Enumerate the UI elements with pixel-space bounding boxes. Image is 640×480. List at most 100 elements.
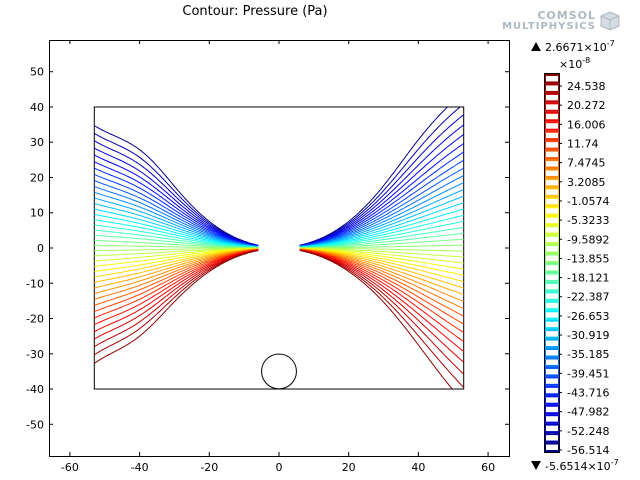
colorbar-min-label-exp: -7: [611, 458, 619, 467]
colorbar-swatch: [544, 234, 560, 245]
colorbar-tick-label: -22.387: [567, 291, 609, 304]
colorbar-tick-label: -43.716: [567, 387, 609, 400]
colorbar-swatch: [544, 263, 560, 273]
colorbar-swatch: [544, 395, 560, 405]
colorbar-tick-label: -52.248: [567, 425, 609, 438]
colorbar-tick-label: -1.0574: [567, 195, 609, 208]
y-tick-label: 0: [37, 242, 44, 255]
colorbar-swatch: [544, 291, 560, 301]
colorbar-tick-label: 7.4745: [567, 157, 606, 170]
colorbar-tick-label: -56.514: [567, 444, 609, 457]
colorbar-tick-label: -9.5892: [567, 233, 609, 246]
y-tick-label: -40: [26, 383, 44, 396]
colorbar-max-label: 2.6671×10-7: [545, 39, 615, 54]
colorbar-swatch: [544, 414, 560, 424]
colorbar-tick-label: -35.185: [567, 348, 609, 361]
colorbar-swatch: [544, 159, 560, 169]
y-tick-label: 30: [30, 136, 44, 149]
y-tick-label: -30: [26, 348, 44, 361]
x-tick-label: 20: [342, 461, 356, 474]
colorbar-tick-label: 16.006: [567, 118, 606, 131]
colorbar-multiplier-exp: -8: [582, 56, 590, 65]
contour-level: [94, 249, 465, 375]
min-triangle-icon: [531, 461, 541, 470]
colorbar-tick-label: -30.919: [567, 329, 609, 342]
colorbar-swatch: [544, 140, 560, 150]
colorbar-tick-label: 3.2085: [567, 176, 606, 189]
colorbar-swatch: [544, 281, 560, 292]
colorbar-swatch: [544, 253, 560, 264]
colorbar-swatch: [544, 433, 560, 443]
colorbar-tick-label: -47.982: [567, 406, 609, 419]
colorbar-frame: [544, 73, 560, 453]
x-tick-label: 60: [481, 461, 495, 474]
plot-title: Contour: Pressure (Pa): [182, 4, 328, 19]
colorbar-swatch: [544, 338, 560, 349]
colorbar-swatch: [544, 206, 560, 216]
colorbar-tick-label: -18.121: [567, 272, 609, 285]
colorbar-swatch: [544, 244, 560, 254]
colorbar-max-label-exp: -7: [607, 39, 615, 48]
contour-level: [94, 248, 464, 283]
colorbar-swatch: [544, 329, 560, 339]
x-tick-label: 40: [411, 461, 425, 474]
logo-cube-icon: [600, 11, 620, 31]
colorbar-tick-label: 24.538: [567, 80, 606, 93]
cylinder-obstacle: [259, 228, 299, 268]
colorbar-swatch: [544, 130, 560, 141]
comsol-logo: COMSOL MULTIPHYSICS: [502, 9, 626, 35]
colorbar-swatch: [544, 168, 560, 178]
x-tick-label: -20: [200, 461, 218, 474]
contour-level: [94, 248, 464, 317]
colorbar-swatch: [544, 177, 560, 188]
colorbar-swatch: [544, 300, 560, 311]
colorbar-swatch: [544, 442, 560, 452]
contour-level: [94, 248, 464, 289]
colorbar-swatch: [544, 319, 560, 330]
colorbar-tick-label: 20.272: [567, 99, 606, 112]
contour-level: [94, 249, 465, 388]
colorbar-swatch: [544, 196, 560, 207]
contour-lines: [94, 106, 465, 390]
colorbar-swatch: [544, 83, 560, 93]
colorbar-tick-label: -39.451: [567, 367, 609, 380]
colorbar-tick-label: -26.653: [567, 310, 609, 323]
colorbar-swatch: [544, 385, 560, 396]
colorbar-tick-label: -13.855: [567, 252, 609, 265]
colorbar-multiplier: ×10-8: [559, 56, 590, 71]
colorbar-swatch: [544, 121, 560, 131]
colorbar-swatch: [544, 348, 560, 358]
colorbar-tick-label: 11.74: [567, 137, 599, 150]
colorbar-swatch: [544, 225, 560, 235]
colorbar-swatch: [544, 376, 560, 386]
colorbar-swatch: [544, 74, 560, 84]
max-triangle-icon: [531, 42, 541, 51]
colorbar-swatch: [544, 111, 560, 122]
contour-level: [94, 106, 461, 246]
colorbar-swatch: [544, 310, 560, 320]
colorbar-swatch: [544, 272, 560, 282]
y-tick-label: 20: [30, 171, 44, 184]
colorbar-swatch: [544, 215, 560, 226]
colorbar-swatch: [544, 357, 560, 367]
y-tick-label: -50: [26, 418, 44, 431]
colorbar-min-label: -5.6514×10-7: [545, 458, 619, 473]
colorbar-swatch: [544, 187, 560, 197]
colorbar-swatch: [544, 149, 560, 160]
colorbar-tick-label: -5.3233: [567, 214, 609, 227]
logo-line2: MULTIPHYSICS: [502, 21, 596, 32]
colorbar-swatch: [544, 92, 560, 103]
y-tick-label: 40: [30, 101, 44, 114]
y-tick-label: 50: [30, 66, 44, 79]
y-tick-label: 10: [30, 207, 44, 220]
contour-level: [94, 250, 453, 390]
y-tick-label: -20: [26, 313, 44, 326]
x-tick-label: -40: [131, 461, 149, 474]
y-tick-label: -10: [26, 277, 44, 290]
logo-line1: COMSOL: [537, 9, 596, 22]
x-tick-label: -60: [61, 461, 79, 474]
contour-level: [94, 249, 465, 352]
colorbar-swatch: [544, 404, 560, 415]
